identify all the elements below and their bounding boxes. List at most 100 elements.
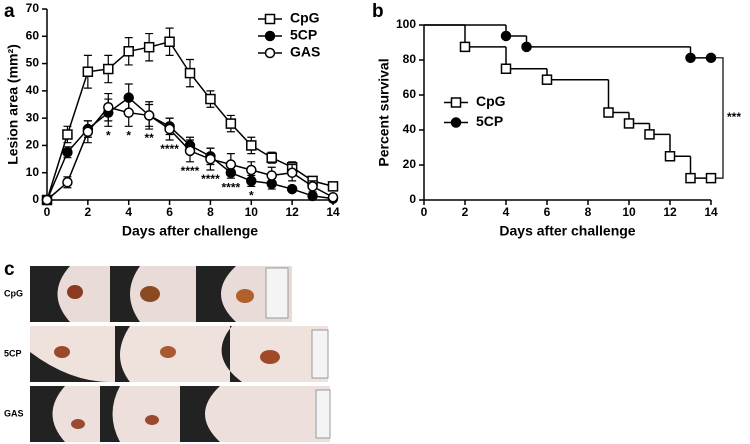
y-tick-label: 50 bbox=[26, 56, 40, 70]
y-tick-label: 40 bbox=[26, 83, 40, 97]
x-tick-label: 0 bbox=[421, 205, 428, 219]
data-point bbox=[541, 74, 553, 85]
y-tick-label: 30 bbox=[26, 110, 40, 124]
data-point bbox=[685, 52, 696, 64]
legend-marker bbox=[450, 117, 462, 128]
data-point bbox=[459, 41, 471, 53]
x-tick-label: 2 bbox=[462, 205, 469, 219]
panel-label: c bbox=[4, 259, 15, 280]
x-tick-label: 12 bbox=[285, 205, 299, 219]
x-tick-label: 14 bbox=[326, 205, 340, 219]
data-point bbox=[205, 153, 216, 165]
data-point bbox=[246, 140, 257, 151]
data-point bbox=[664, 151, 676, 162]
data-point bbox=[266, 152, 277, 163]
data-point bbox=[623, 118, 635, 129]
photo-row-label: GAS bbox=[4, 408, 24, 418]
y-tick-label: 20 bbox=[403, 157, 417, 171]
y-tick-label: 70 bbox=[26, 1, 40, 15]
photo-row bbox=[30, 266, 292, 322]
x-tick-label: 10 bbox=[622, 205, 636, 219]
data-point bbox=[225, 159, 237, 170]
data-point bbox=[327, 181, 339, 192]
data-point bbox=[41, 194, 53, 206]
data-point bbox=[184, 145, 196, 157]
data-point bbox=[82, 126, 94, 138]
y-tick-label: 0 bbox=[32, 192, 39, 206]
y-tick-label: 60 bbox=[403, 87, 417, 101]
legend-label: GAS bbox=[290, 44, 320, 60]
significance-label: * bbox=[249, 189, 254, 203]
x-tick-label: 2 bbox=[85, 205, 92, 219]
data-point bbox=[62, 147, 73, 158]
data-point bbox=[246, 164, 257, 176]
legend-marker bbox=[264, 47, 276, 59]
y-tick-label: 60 bbox=[26, 28, 40, 42]
legend-label: 5CP bbox=[476, 113, 503, 129]
data-point bbox=[644, 129, 655, 140]
x-tick-label: 10 bbox=[245, 205, 259, 219]
panel-label: b bbox=[372, 1, 384, 22]
x-tick-label: 4 bbox=[503, 205, 510, 219]
y-tick-label: 0 bbox=[409, 192, 416, 206]
legend-marker bbox=[450, 97, 462, 108]
y-tick-label: 40 bbox=[403, 122, 417, 136]
x-tick-label: 6 bbox=[544, 205, 551, 219]
x-tick-label: 6 bbox=[166, 205, 173, 219]
x-tick-label: 8 bbox=[207, 205, 214, 219]
legend-marker bbox=[264, 30, 276, 42]
y-axis-label: Percent survival bbox=[376, 58, 392, 166]
data-point bbox=[143, 41, 155, 53]
x-tick-label: 14 bbox=[704, 205, 718, 219]
y-tick-label: 20 bbox=[26, 138, 40, 152]
significance-label: **** bbox=[181, 164, 200, 178]
significance-label: * bbox=[126, 129, 131, 143]
data-point bbox=[103, 101, 114, 113]
y-axis-label: Lesion area (mm²) bbox=[5, 44, 21, 165]
data-point bbox=[685, 172, 696, 184]
photo-row bbox=[30, 386, 331, 442]
photo-row-label: CpG bbox=[4, 288, 23, 298]
legend-marker bbox=[264, 13, 276, 25]
data-point bbox=[143, 110, 155, 121]
data-point bbox=[603, 107, 614, 118]
data-point bbox=[521, 41, 532, 53]
legend-label: CpG bbox=[290, 10, 320, 26]
x-tick-label: 8 bbox=[585, 205, 592, 219]
data-point bbox=[266, 170, 277, 181]
x-tick-label: 4 bbox=[125, 205, 132, 219]
x-axis-label: Days after challenge bbox=[499, 223, 635, 239]
photo-row-label: 5CP bbox=[4, 348, 22, 358]
data-point bbox=[62, 177, 73, 188]
data-point bbox=[205, 93, 216, 105]
data-point bbox=[103, 63, 114, 75]
y-tick-label: 80 bbox=[403, 52, 417, 66]
significance-label: **** bbox=[201, 172, 220, 186]
significance-bracket bbox=[715, 57, 724, 179]
significance-label: ** bbox=[144, 131, 154, 145]
x-axis-label: Days after challenge bbox=[122, 223, 258, 239]
data-point bbox=[307, 181, 318, 192]
data-point bbox=[286, 183, 298, 195]
data-point bbox=[123, 107, 134, 118]
panel-label: a bbox=[4, 1, 15, 22]
significance-label: **** bbox=[160, 142, 179, 156]
photo-row bbox=[30, 326, 329, 382]
data-point bbox=[327, 192, 339, 203]
legend-label: 5CP bbox=[290, 27, 317, 43]
data-point bbox=[286, 167, 298, 178]
data-point bbox=[500, 63, 512, 74]
significance-label: **** bbox=[222, 180, 241, 194]
y-tick-label: 10 bbox=[26, 165, 40, 179]
x-tick-label: 0 bbox=[44, 205, 51, 219]
y-tick-label: 100 bbox=[396, 17, 416, 31]
data-point bbox=[307, 190, 318, 202]
data-point bbox=[123, 46, 134, 57]
data-point bbox=[164, 123, 175, 135]
data-point bbox=[184, 67, 196, 79]
photo-panel bbox=[30, 266, 331, 442]
significance-label: *** bbox=[727, 110, 741, 124]
data-point bbox=[82, 66, 94, 78]
data-point bbox=[705, 52, 717, 64]
